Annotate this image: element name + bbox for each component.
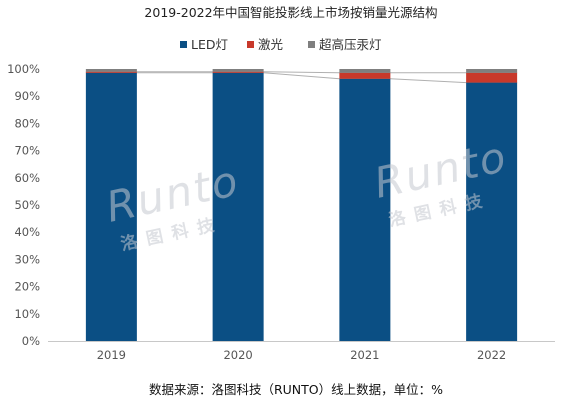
bar-segment (339, 78, 391, 342)
x-tick-label: 2022 (477, 348, 506, 362)
legend: LED灯 激光 超高压汞灯 (180, 37, 382, 52)
bar-segment (339, 72, 391, 79)
y-tick-label: 10% (14, 307, 40, 321)
legend-swatch (180, 41, 187, 48)
y-tick-label: 50% (14, 198, 40, 212)
y-tick-label: 90% (14, 89, 40, 103)
series-line (85, 72, 518, 84)
bars (85, 69, 518, 342)
y-axis: 0% 10% 20% 30% 40% 50% 60% 70% 80% 90% 100% (7, 62, 40, 348)
legend-swatch (308, 41, 315, 48)
bar-segment (85, 71, 137, 73)
y-tick-label: 40% (14, 225, 40, 239)
chart-title: 2019-2022年中国智能投影线上市场按销量光源结构 (144, 5, 437, 20)
bar-segment (212, 72, 264, 342)
bar-segment (212, 71, 264, 73)
bar-segment (466, 69, 518, 73)
x-tick-label: 2019 (97, 348, 126, 362)
y-tick-label: 100% (7, 62, 40, 76)
bar-segment (85, 69, 137, 72)
y-tick-label: 80% (14, 116, 40, 130)
y-tick-label: 70% (14, 144, 40, 158)
y-tick-label: 20% (14, 280, 40, 294)
bar-segment (212, 69, 264, 72)
y-tick-label: 60% (14, 171, 40, 185)
series-line (85, 71, 518, 74)
x-tick-label: 2020 (223, 348, 252, 362)
bar-segment (466, 82, 518, 341)
legend-label: LED灯 (191, 37, 228, 52)
series-lines (85, 71, 518, 84)
bar-segment (85, 72, 137, 342)
bar-segment (466, 72, 518, 83)
bar-segment (339, 69, 391, 73)
x-tick-label: 2021 (350, 348, 379, 362)
legend-label: 激光 (258, 37, 283, 52)
legend-label: 超高压汞灯 (319, 37, 382, 52)
y-tick-label: 30% (14, 252, 40, 266)
y-tick-label: 0% (22, 334, 40, 348)
source-note: 数据来源：洛图科技（RUNTO）线上数据，单位：% (149, 382, 443, 397)
legend-swatch (247, 41, 254, 48)
x-axis: 2019 2020 2021 2022 (48, 341, 555, 362)
